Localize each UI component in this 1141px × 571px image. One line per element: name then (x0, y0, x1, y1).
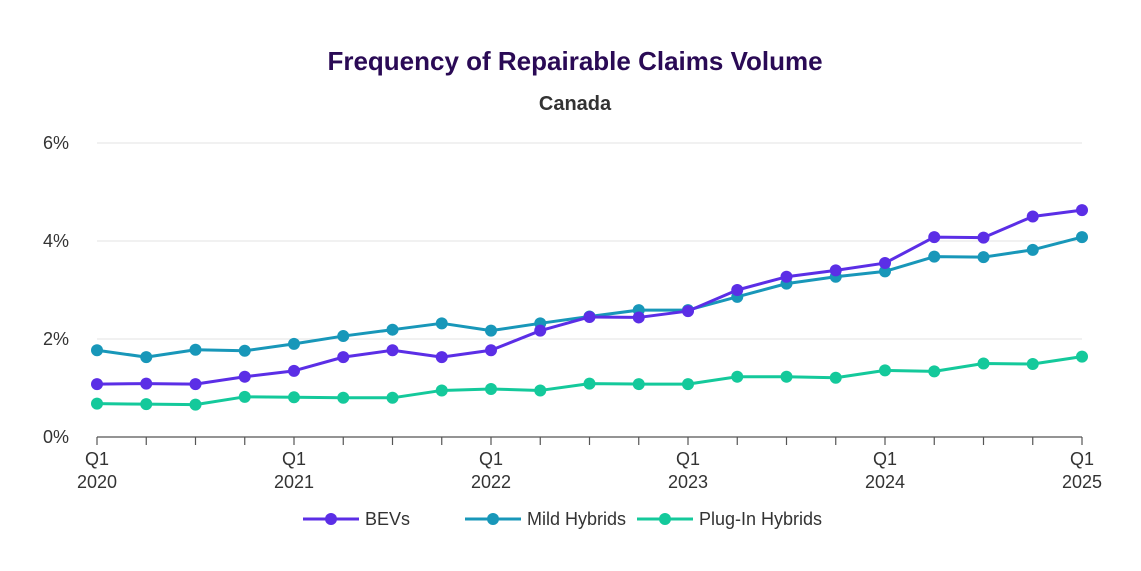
data-point-mild-hybrids[interactable] (91, 344, 103, 357)
chart-subtitle: Canada (539, 93, 612, 115)
series-plug-in-hybrids (91, 350, 1088, 411)
data-point-plug-in-hybrids[interactable] (780, 370, 793, 383)
data-point-mild-hybrids[interactable] (337, 330, 350, 343)
data-point-plug-in-hybrids[interactable] (485, 382, 497, 395)
legend-item-bevs[interactable]: BEVs (303, 509, 410, 529)
data-point-mild-hybrids[interactable] (238, 344, 251, 357)
data-point-plug-in-hybrids[interactable] (91, 397, 103, 410)
x-tick-label-quarter: Q1 (1070, 449, 1094, 469)
data-point-plug-in-hybrids[interactable] (977, 357, 990, 370)
data-point-plug-in-hybrids[interactable] (288, 391, 300, 404)
x-tick-label-quarter: Q1 (873, 449, 897, 469)
x-tick-label-year: 2020 (77, 472, 117, 492)
legend: BEVs Mild Hybrids Plug-In Hybrids (303, 509, 822, 529)
data-point-plug-in-hybrids[interactable] (632, 378, 645, 391)
y-tick-label: 4% (43, 231, 69, 251)
x-tick-label-year: 2024 (865, 472, 905, 492)
data-point-bevs[interactable] (386, 344, 399, 357)
data-point-bevs[interactable] (1026, 210, 1039, 223)
data-point-plug-in-hybrids[interactable] (1026, 357, 1039, 370)
data-point-mild-hybrids[interactable] (140, 351, 153, 364)
data-point-bevs[interactable] (288, 364, 300, 377)
data-point-plug-in-hybrids[interactable] (189, 398, 202, 411)
data-point-plug-in-hybrids[interactable] (879, 364, 891, 377)
data-point-plug-in-hybrids[interactable] (435, 384, 448, 397)
legend-swatch-marker (659, 513, 671, 525)
data-point-plug-in-hybrids[interactable] (682, 378, 694, 391)
x-tick-label-quarter: Q1 (282, 449, 306, 469)
legend-label: BEVs (365, 509, 410, 529)
x-tick-label-quarter: Q1 (85, 449, 109, 469)
data-point-bevs[interactable] (829, 264, 842, 277)
x-tick-label-quarter: Q1 (479, 449, 503, 469)
data-point-plug-in-hybrids[interactable] (928, 365, 941, 378)
series-bevs (91, 204, 1088, 391)
legend-swatch-marker (325, 513, 337, 525)
data-point-bevs[interactable] (485, 344, 497, 357)
data-point-bevs[interactable] (731, 284, 744, 296)
data-point-mild-hybrids[interactable] (879, 265, 891, 278)
data-point-mild-hybrids[interactable] (189, 343, 202, 356)
data-point-bevs[interactable] (435, 351, 448, 364)
data-point-plug-in-hybrids[interactable] (337, 391, 350, 404)
data-point-bevs[interactable] (337, 351, 350, 364)
data-point-bevs[interactable] (632, 311, 645, 324)
data-point-bevs[interactable] (91, 378, 103, 391)
legend-label: Mild Hybrids (527, 509, 626, 529)
legend-item-plug-in-hybrids[interactable]: Plug-In Hybrids (637, 509, 822, 529)
data-point-bevs[interactable] (583, 310, 596, 323)
series-group (91, 204, 1088, 411)
x-axis: Q1 2020 Q1 2021 Q1 2022 Q1 2023 Q1 2024 Q1 2025 (77, 436, 1102, 492)
data-point-bevs[interactable] (928, 231, 941, 244)
data-point-mild-hybrids[interactable] (977, 251, 990, 264)
legend-item-mild-hybrids[interactable]: Mild Hybrids (465, 509, 626, 529)
data-point-plug-in-hybrids[interactable] (534, 384, 547, 397)
y-tick-label: 2% (43, 329, 69, 349)
data-point-mild-hybrids[interactable] (288, 337, 300, 350)
series-mild-hybrids (91, 231, 1088, 364)
y-tick-label: 0% (43, 427, 69, 447)
data-point-plug-in-hybrids[interactable] (1076, 350, 1088, 363)
data-point-bevs[interactable] (238, 370, 251, 383)
data-point-plug-in-hybrids[interactable] (731, 370, 744, 383)
data-point-bevs[interactable] (879, 257, 891, 270)
legend-swatch-marker (487, 513, 499, 525)
grid: 0% 2% 4% 6% (43, 133, 1082, 447)
data-point-mild-hybrids[interactable] (386, 323, 399, 336)
data-point-bevs[interactable] (682, 305, 694, 318)
data-point-mild-hybrids[interactable] (435, 317, 448, 330)
chart-title: Frequency of Repairable Claims Volume (327, 46, 822, 76)
x-tick-label-year: 2023 (668, 472, 708, 492)
x-tick-label-quarter: Q1 (676, 449, 700, 469)
x-tick-label-year: 2021 (274, 472, 314, 492)
data-point-mild-hybrids[interactable] (928, 250, 941, 263)
data-point-bevs[interactable] (140, 377, 153, 390)
y-tick-label: 6% (43, 133, 69, 153)
x-tick-label-year: 2022 (471, 472, 511, 492)
data-point-mild-hybrids[interactable] (485, 324, 497, 337)
data-point-bevs[interactable] (780, 270, 793, 283)
data-point-mild-hybrids[interactable] (1026, 243, 1039, 256)
data-point-plug-in-hybrids[interactable] (829, 371, 842, 384)
data-point-bevs[interactable] (977, 231, 990, 244)
data-point-bevs[interactable] (1076, 204, 1088, 217)
data-point-mild-hybrids[interactable] (1076, 231, 1088, 244)
legend-label: Plug-In Hybrids (699, 509, 822, 529)
data-point-plug-in-hybrids[interactable] (583, 377, 596, 390)
x-tick-label-year: 2025 (1062, 472, 1102, 492)
data-point-bevs[interactable] (189, 378, 202, 391)
data-point-bevs[interactable] (534, 324, 547, 337)
data-point-plug-in-hybrids[interactable] (140, 398, 153, 411)
data-point-plug-in-hybrids[interactable] (386, 391, 399, 404)
data-point-plug-in-hybrids[interactable] (238, 390, 251, 403)
